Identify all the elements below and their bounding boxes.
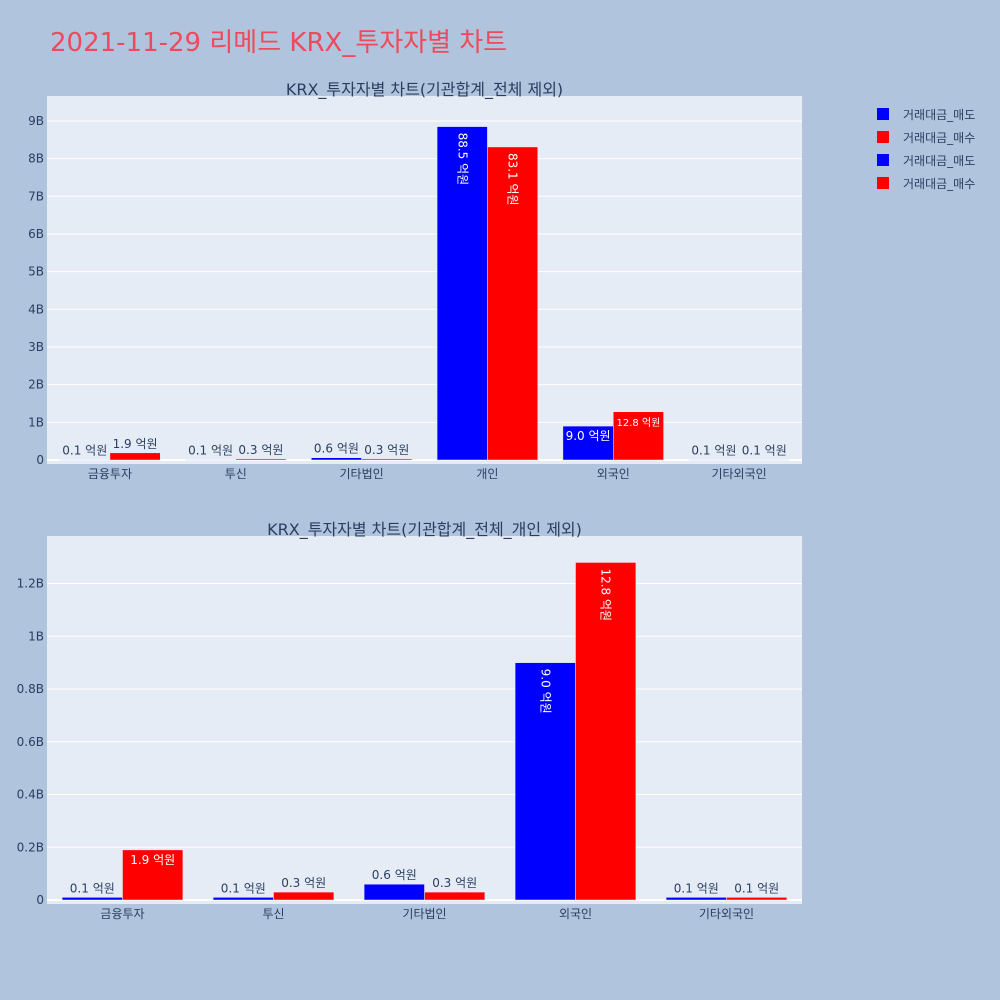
legend-label[interactable]: 거래대금_매수 <box>903 131 975 145</box>
bar-sell-2[interactable] <box>311 457 362 461</box>
y-tick-label: 0.2B <box>17 840 44 854</box>
legend-swatch[interactable] <box>877 177 889 189</box>
y-tick-label: 4B <box>28 302 44 316</box>
legend-label[interactable]: 거래대금_매도 <box>903 108 975 122</box>
y-tick-label: 2B <box>28 378 44 392</box>
bar-buy-1[interactable] <box>273 891 335 901</box>
legend-label[interactable]: 거래대금_매수 <box>903 177 975 191</box>
bar-value-label: 9.0 억원 <box>538 669 552 714</box>
y-tick-label: 6B <box>28 227 44 241</box>
y-tick-label: 0 <box>36 893 44 907</box>
y-tick-label: 9B <box>28 114 44 128</box>
x-tick-label: 금융투자 <box>100 907 144 921</box>
bar-buy-5[interactable] <box>738 459 790 461</box>
bar-value-label: 0.3 억원 <box>281 876 326 890</box>
bar-buy-1[interactable] <box>235 458 287 461</box>
bar-buy-2[interactable] <box>361 458 413 461</box>
bar-buy-0[interactable] <box>122 849 184 901</box>
x-tick-label: 개인 <box>476 467 498 481</box>
bar-buy-3[interactable] <box>575 562 637 901</box>
y-tick-label: 0.4B <box>17 788 44 802</box>
bar-value-label: 83.1 억원 <box>506 153 520 206</box>
bar-value-label: 0.1 억원 <box>221 881 266 895</box>
chart-1: 0 1B 2B 3B 4B 5B 6B 7B 8B 9B KRX_투자자별 차트(기관합계_전체 제… <box>28 80 802 481</box>
bar-sell-0[interactable] <box>61 897 123 901</box>
y-tick-label: 1.2B <box>17 577 44 591</box>
plot-area <box>47 536 802 904</box>
bar-value-label: 0.1 억원 <box>70 881 115 895</box>
bar-value-label: 0.1 억원 <box>62 444 107 458</box>
bar-sell-0[interactable] <box>59 459 111 461</box>
x-tick-label: 외국인 <box>559 907 592 921</box>
bar-value-label: 12.8 억원 <box>616 417 660 429</box>
y-tick-label: 5B <box>28 265 44 279</box>
bar-value-label: 0.6 억원 <box>372 868 417 882</box>
bar-value-label: 0.1 억원 <box>742 444 787 458</box>
bar-buy-2[interactable] <box>424 891 486 901</box>
y-tick-label: 0.6B <box>17 735 44 749</box>
x-tick-label: 기타법인 <box>402 907 446 921</box>
bar-value-label: 88.5 억원 <box>455 133 469 186</box>
bar-value-label: 0.6 억원 <box>314 442 359 456</box>
x-tick-label: 투신 <box>262 907 284 921</box>
bar-value-label: 0.3 억원 <box>432 876 477 890</box>
bar-sell-3[interactable] <box>514 662 576 901</box>
bar-sell-1[interactable] <box>185 459 237 461</box>
x-tick-label: 기타외국인 <box>711 467 766 481</box>
y-tick-label: 7B <box>28 189 44 203</box>
bar-sell-2[interactable] <box>363 883 425 901</box>
bar-sell-1[interactable] <box>212 897 274 901</box>
y-tick-label: 1B <box>28 629 44 643</box>
bar-value-label: 0.3 억원 <box>238 443 283 457</box>
bar-value-label: 12.8 억원 <box>599 568 613 621</box>
x-tick-label: 투신 <box>225 467 247 481</box>
bar-sell-3[interactable] <box>436 126 488 461</box>
legend-swatch[interactable] <box>877 154 889 166</box>
bar-sell-4[interactable] <box>665 897 727 901</box>
x-tick-label: 금융투자 <box>88 467 132 481</box>
bar-value-label: 0.3 억원 <box>364 443 409 457</box>
bar-value-label: 9.0 억원 <box>566 429 611 443</box>
bar-value-label: 0.1 억원 <box>674 881 719 895</box>
bar-value-label: 1.9 억원 <box>130 853 175 867</box>
plot-area <box>47 96 802 464</box>
y-tick-label: 3B <box>28 340 44 354</box>
chart-subtitle: KRX_투자자별 차트(기관합계_전체_개인 제외) <box>267 520 582 540</box>
y-tick-label: 0 <box>36 453 44 467</box>
bar-buy-0[interactable] <box>109 452 161 461</box>
bar-buy-4[interactable] <box>726 897 788 901</box>
x-tick-label: 기타외국인 <box>699 907 754 921</box>
y-tick-label: 1B <box>28 415 44 429</box>
legend-swatch[interactable] <box>877 108 889 120</box>
chart-subtitle: KRX_투자자별 차트(기관합계_전체 제외) <box>286 80 563 100</box>
chart-2: 0 0.2B 0.4B 0.6B 0.8B 1B 1.2B KRX_투자자별 차트(기관합계_… <box>17 520 802 921</box>
bar-value-label: 0.1 억원 <box>734 881 779 895</box>
legend-swatch[interactable] <box>877 131 889 143</box>
bar-sell-5[interactable] <box>688 459 740 461</box>
bar-value-label: 1.9 억원 <box>113 437 158 451</box>
bar-value-label: 0.1 억원 <box>188 444 233 458</box>
bar-value-label: 0.1 억원 <box>691 444 736 458</box>
bar-buy-4[interactable] <box>613 411 664 461</box>
x-tick-label: 외국인 <box>597 467 630 481</box>
x-tick-label: 기타법인 <box>339 467 383 481</box>
y-tick-label: 0.8B <box>17 682 44 696</box>
legend-label[interactable]: 거래대금_매도 <box>903 154 975 168</box>
y-tick-label: 8B <box>28 152 44 166</box>
page-title: 2021-11-29 리메드 KRX_투자자별 차트 <box>50 28 508 58</box>
bar-sell-4[interactable] <box>562 425 614 461</box>
bar-buy-3[interactable] <box>487 146 538 461</box>
